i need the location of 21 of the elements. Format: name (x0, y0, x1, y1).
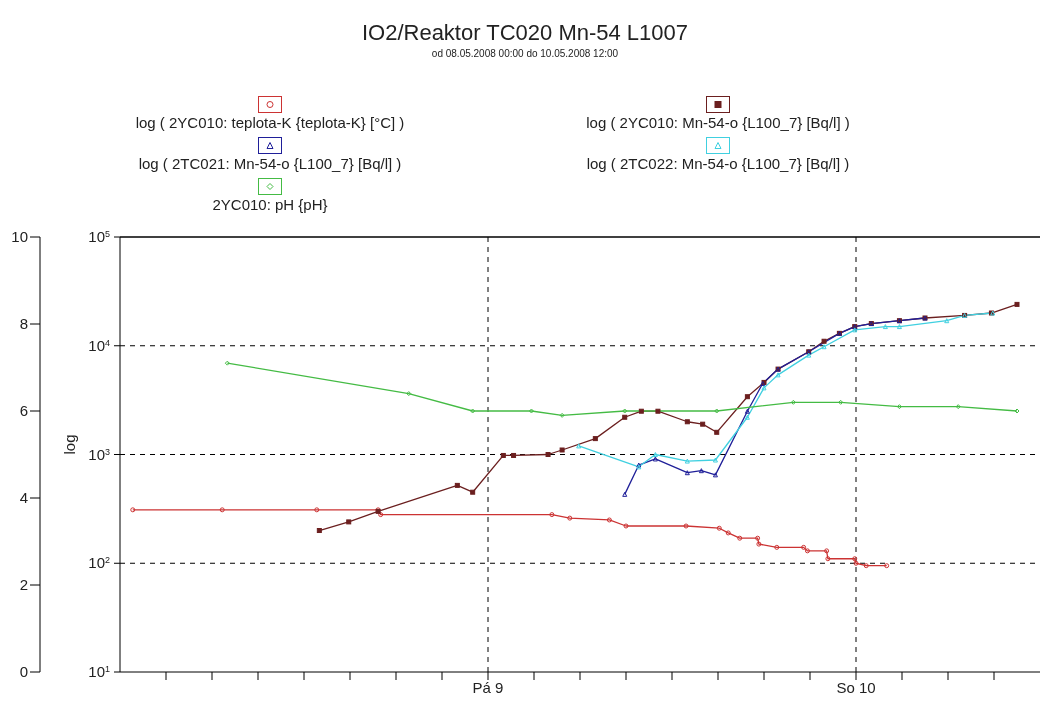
legend-label: log ( 2YC010: teplota-K {teplota-K} [°C] ) (134, 113, 406, 133)
chart-subtitle: od 08.05.2008 00:00 do 10.05.2008 12:00 (430, 48, 620, 59)
x-tick-label: Pá 9 (472, 678, 504, 696)
y2-tick-label: 8 (19, 315, 28, 333)
y2-tick-label: 6 (19, 402, 28, 420)
legend-label: log ( 2TC022: Mn-54-o {L100_7} [Bq/l] ) (585, 154, 851, 174)
y2-tick-label: 4 (19, 489, 28, 507)
chart-title: IO2/Reaktor TC020 Mn-54 L1007 (360, 20, 690, 46)
y2-tick-label: 2 (19, 576, 28, 594)
legend-label: 2YC010: pH {pH} (211, 195, 329, 215)
y-axis-title: log (61, 434, 79, 455)
y-tick-label: 10$^{1}$ (88, 663, 110, 680)
y2-tick-label: 10 (11, 228, 28, 246)
legend-label: log ( 2YC010: Mn-54-o {L100_7} [Bq/l] ) (585, 113, 851, 133)
y-tick-label: 10$^{3}$ (88, 445, 110, 463)
y-tick-label: 10$^{4}$ (88, 336, 110, 354)
x-tick-label: So 10 (836, 678, 876, 696)
y-tick-label: 10$^{5}$ (88, 228, 110, 245)
y2-tick-label: 0 (19, 663, 28, 681)
legend-label: log ( 2TC021: Mn-54-o {L100_7} [Bq/l] ) (137, 154, 403, 174)
y-tick-label: 10$^{2}$ (88, 554, 110, 572)
